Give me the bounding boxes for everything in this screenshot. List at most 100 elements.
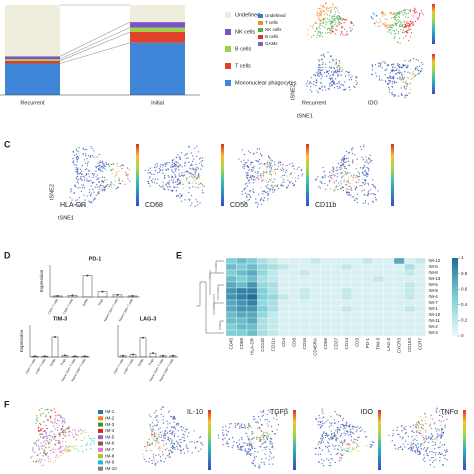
cell-dot xyxy=(181,436,184,438)
heatmap-cell xyxy=(267,275,279,283)
heatmap-cell xyxy=(225,305,237,313)
cell-dot xyxy=(356,182,358,184)
cell-dot xyxy=(337,448,339,451)
cell-dot xyxy=(80,175,82,178)
cell-dot xyxy=(332,74,334,76)
cell-dot xyxy=(177,441,179,444)
cell-dot xyxy=(439,456,441,459)
cell-dot xyxy=(355,431,357,433)
row-label: rM-9 xyxy=(429,288,439,293)
cell-dot xyxy=(423,454,425,456)
cell-dot xyxy=(413,23,415,25)
heatmap-cell xyxy=(278,293,290,301)
cell-dot xyxy=(337,452,339,455)
legend-swatch xyxy=(98,454,103,459)
cell-dot xyxy=(88,173,90,175)
cell-dot xyxy=(348,434,350,436)
cell-dot xyxy=(79,177,82,179)
cell-dot xyxy=(185,446,187,448)
cell-dot xyxy=(149,423,151,426)
cell-dot xyxy=(45,443,47,445)
cell-dot xyxy=(320,33,322,35)
cell-dot xyxy=(415,426,417,428)
cell-dot xyxy=(79,428,81,430)
cell-dot xyxy=(328,83,331,85)
cell-dot xyxy=(382,12,384,14)
heatmap-cell xyxy=(404,257,416,265)
bar-dot xyxy=(162,354,164,357)
column-label: LAG-3 xyxy=(386,338,391,352)
cell-dot xyxy=(148,461,150,463)
bar-dot xyxy=(71,294,74,297)
cell-dot xyxy=(331,444,334,446)
cell-dot xyxy=(414,75,416,78)
cell-dot xyxy=(198,173,200,175)
cell-dot xyxy=(339,456,341,459)
cell-dot xyxy=(255,198,257,200)
heatmap-cell xyxy=(288,263,300,271)
cell-dot xyxy=(354,442,356,444)
cell-dot xyxy=(341,70,343,72)
cell-dot xyxy=(321,439,323,442)
cell-dot xyxy=(166,182,168,184)
heatmap-cell xyxy=(383,293,395,301)
cell-dot xyxy=(366,436,368,438)
cell-dot xyxy=(68,428,70,430)
cell-dot xyxy=(414,74,417,76)
cell-dot xyxy=(330,424,332,426)
heatmap-cell xyxy=(225,293,237,301)
cell-dot xyxy=(254,450,256,453)
cell-dot xyxy=(334,15,336,18)
cell-dot xyxy=(151,181,154,183)
cell-dot xyxy=(171,416,173,418)
cell-dot xyxy=(334,83,336,86)
cell-dot xyxy=(405,428,407,431)
cell-dot xyxy=(260,198,262,200)
cell-dot xyxy=(411,72,414,74)
cell-dot xyxy=(331,422,333,424)
cell-dot xyxy=(321,408,323,410)
cell-dot xyxy=(427,435,430,437)
cell-dot xyxy=(392,29,394,32)
bar-segment xyxy=(5,60,60,64)
cell-dot xyxy=(158,184,161,187)
cell-dot xyxy=(168,176,170,178)
cell-dot xyxy=(395,447,397,450)
heatmap-cell xyxy=(383,317,395,325)
cell-dot xyxy=(77,204,80,206)
cell-dot xyxy=(181,426,183,428)
cell-dot xyxy=(93,437,95,439)
cell-dot xyxy=(297,175,300,177)
cell-dot xyxy=(94,186,97,188)
cell-dot xyxy=(327,445,329,447)
cell-dot xyxy=(361,184,363,187)
cell-dot xyxy=(64,448,67,450)
heatmap-cell xyxy=(299,263,311,271)
cell-dot xyxy=(346,447,348,449)
cell-dot xyxy=(367,167,369,170)
cell-dot xyxy=(256,206,259,208)
cell-dot xyxy=(389,88,391,91)
cell-dot xyxy=(374,64,377,66)
cell-dot xyxy=(125,174,128,176)
cell-dot xyxy=(359,167,362,169)
cell-dot xyxy=(86,195,88,197)
cell-dot xyxy=(247,159,249,161)
cell-dot xyxy=(320,442,322,445)
heatmap-cell xyxy=(341,317,353,325)
heatmap-cell xyxy=(236,317,248,325)
cell-dot xyxy=(246,175,248,177)
panel-label: E xyxy=(176,250,182,260)
cell-dot xyxy=(268,463,270,465)
cell-dot xyxy=(363,194,366,196)
cell-dot xyxy=(358,179,360,181)
cell-dot xyxy=(309,25,311,27)
heatmap-cell xyxy=(288,275,300,283)
cell-dot xyxy=(363,144,365,146)
row-label: rM-2 xyxy=(429,324,439,329)
cell-dot xyxy=(388,79,390,82)
cell-dot xyxy=(172,447,175,449)
cell-dot xyxy=(60,415,62,417)
cell-dot xyxy=(416,73,418,76)
